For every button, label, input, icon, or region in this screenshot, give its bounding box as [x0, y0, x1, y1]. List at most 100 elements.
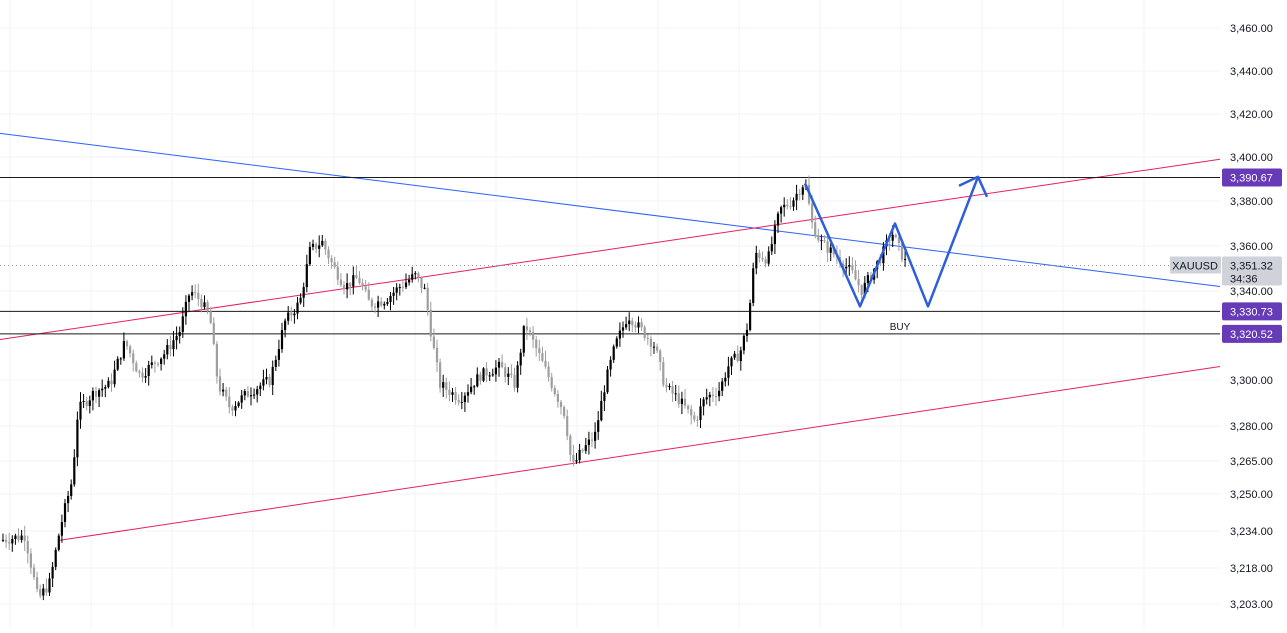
candle-body — [904, 258, 907, 260]
candle-body — [277, 349, 280, 360]
candle-body — [141, 372, 144, 378]
candle-body — [544, 360, 547, 367]
candle-body — [302, 287, 305, 298]
candle-body — [243, 391, 246, 396]
candle-body — [566, 416, 569, 436]
level-price-label: 3,330.73 — [1230, 306, 1273, 318]
candle-body — [426, 287, 429, 310]
candle-body — [863, 282, 866, 296]
candle-body — [259, 385, 262, 390]
w-pattern-projection[interactable] — [803, 176, 980, 308]
candle-body — [479, 374, 482, 381]
candle-body — [225, 389, 228, 397]
candle-body — [857, 279, 860, 286]
candle-body — [67, 495, 70, 504]
candle-body — [311, 243, 315, 247]
candle-body — [398, 287, 401, 289]
candle-body — [386, 301, 389, 304]
candle-body — [801, 187, 804, 195]
candle-body — [234, 406, 237, 411]
channel-lower-line[interactable] — [59, 366, 1221, 541]
grid — [0, 0, 1220, 628]
candle-body — [191, 292, 194, 296]
candle-body — [829, 247, 832, 253]
candle-body — [42, 588, 45, 596]
candle-body — [222, 389, 225, 392]
candle-body — [860, 285, 863, 296]
candle-body — [584, 445, 587, 451]
channel-upper-line[interactable] — [0, 158, 1221, 340]
candle-body — [761, 258, 764, 260]
candle-body — [460, 402, 463, 404]
projection-pattern[interactable]: BUY — [803, 175, 989, 333]
candle-body — [811, 203, 814, 223]
candle-body — [662, 361, 665, 385]
candle-body — [643, 327, 646, 339]
candle-body — [646, 338, 649, 340]
candle-body — [510, 373, 513, 375]
candle-body — [594, 431, 597, 441]
candle-body — [380, 301, 383, 306]
candle-body — [687, 405, 690, 410]
candle-body — [525, 326, 528, 331]
candle-body — [290, 312, 293, 316]
candle-body — [482, 368, 485, 381]
level-price-tag — [1222, 168, 1282, 187]
candle-body — [714, 395, 718, 397]
candle-body — [116, 358, 119, 370]
candle-body — [392, 292, 395, 296]
candle-body — [101, 388, 104, 391]
candle-body — [780, 207, 783, 214]
candle-body — [628, 320, 631, 325]
candle-body — [705, 397, 708, 400]
candle-body — [649, 338, 652, 347]
candle-body — [172, 340, 175, 350]
candle-body — [581, 449, 584, 451]
candle-body — [708, 394, 711, 398]
axis-tick-label: 3,380.00 — [1230, 196, 1273, 208]
candle-body — [280, 330, 284, 350]
candle-body — [48, 578, 51, 593]
candle-body — [597, 420, 600, 432]
candle-body — [364, 286, 367, 290]
candle-body — [612, 346, 615, 360]
candle-body — [262, 379, 265, 386]
candle-body — [330, 258, 333, 263]
candle-body — [491, 374, 494, 376]
candle-body — [206, 302, 209, 312]
candle-body — [11, 539, 14, 544]
candle-body — [129, 346, 132, 354]
candle-body — [733, 353, 736, 358]
candle-body — [284, 320, 287, 331]
axis-tick-label: 3,265.00 — [1230, 456, 1273, 468]
candle-body — [32, 567, 36, 578]
candle-body — [776, 213, 780, 226]
candle-body — [519, 352, 522, 366]
countdown-label: 34:36 — [1230, 274, 1258, 286]
candle-body — [457, 400, 460, 403]
axis-tick-label: 3,280.00 — [1230, 421, 1273, 433]
candle-body — [181, 316, 184, 332]
candle-body — [516, 365, 519, 388]
candle-body — [135, 363, 138, 372]
candle-body — [249, 395, 253, 397]
candle-body — [773, 225, 776, 245]
descending-trendline[interactable] — [0, 132, 1221, 287]
candle-body — [826, 241, 829, 253]
candle-body — [671, 386, 674, 394]
candle-body — [470, 386, 473, 393]
candle-body — [572, 454, 575, 462]
axis-tick-label: 3,340.00 — [1230, 286, 1273, 298]
drawing-lines[interactable] — [0, 132, 1221, 541]
candle-body — [891, 234, 894, 241]
candle-body — [432, 336, 435, 348]
candle-body — [603, 392, 606, 401]
candle-body — [439, 362, 442, 388]
candle-body — [70, 484, 73, 496]
candle-body — [634, 325, 637, 328]
price-axis[interactable]: 3,460.00 3,440.00 3,420.00 3,400.00 3,380.00… — [1230, 23, 1273, 611]
candle-body — [618, 330, 621, 339]
axis-tick-label: 3,420.00 — [1230, 109, 1273, 121]
